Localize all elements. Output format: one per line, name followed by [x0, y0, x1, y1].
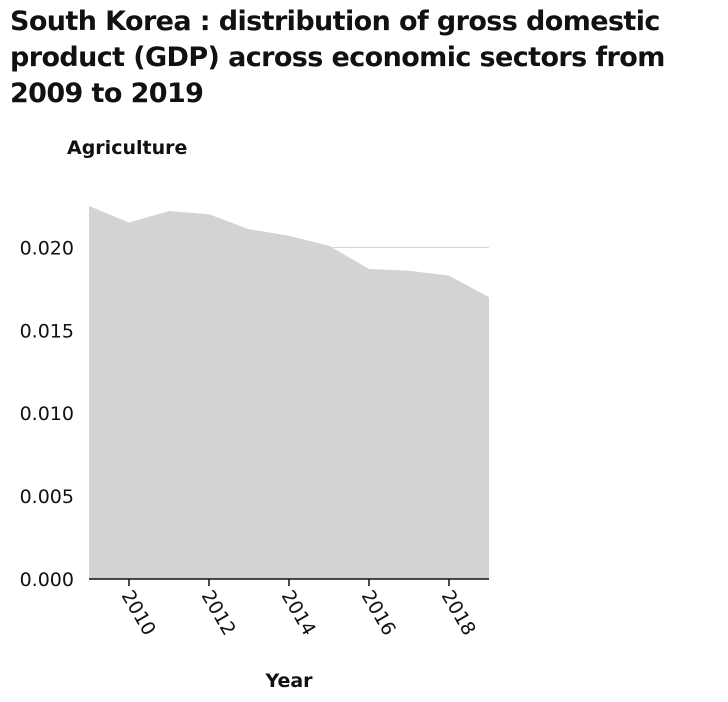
- x-tick-label: 2012: [197, 587, 240, 640]
- y-tick-label: 0.015: [20, 320, 74, 342]
- chart-title: South Korea : distribution of gross dome…: [10, 6, 665, 109]
- x-tick-label: 2016: [357, 587, 400, 640]
- x-tick-label: 2014: [277, 587, 320, 640]
- series-area: [89, 206, 489, 579]
- x-axis-label: Year: [264, 670, 313, 692]
- y-tick-label: 0.010: [20, 403, 74, 425]
- y-tick-label: 0.005: [20, 486, 74, 508]
- x-tick-label: 2018: [437, 587, 480, 640]
- y-tick-label: 0.000: [20, 569, 74, 591]
- y-axis-label: Agriculture: [67, 137, 187, 159]
- y-tick-label: 0.020: [20, 237, 74, 259]
- x-tick-label: 2010: [117, 587, 160, 640]
